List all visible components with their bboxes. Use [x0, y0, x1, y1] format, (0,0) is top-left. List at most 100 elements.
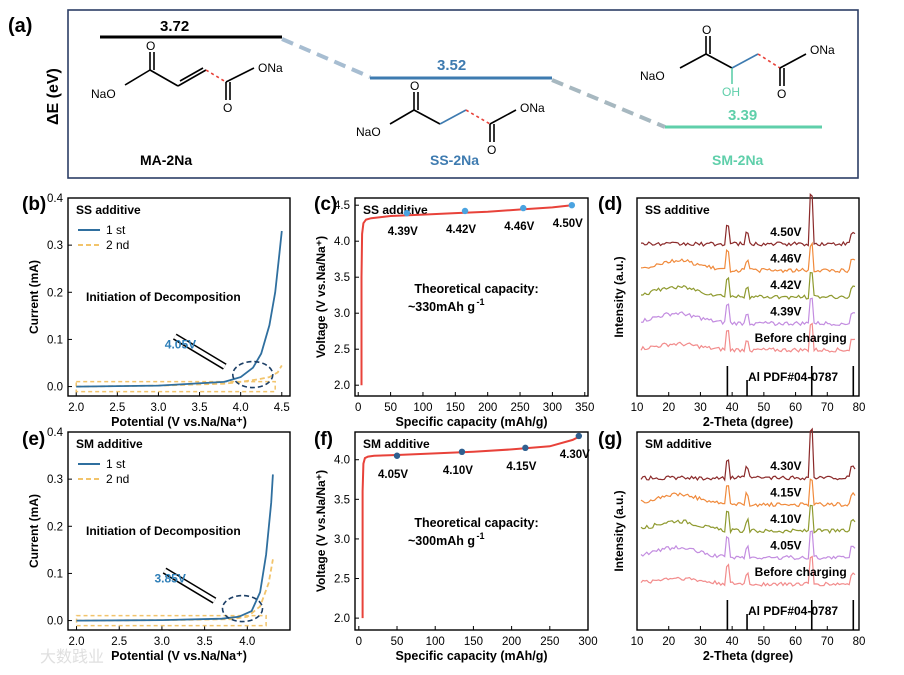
chart-c-ytick-label: 4.0 [334, 236, 350, 248]
ss-o-top: O [410, 79, 419, 93]
chart-e-xlabel: Potential (V vs.Na/Na⁺) [111, 649, 247, 663]
chart-b-frame [67, 197, 291, 397]
chart-c-annotation-2-sup: -1 [477, 297, 485, 307]
level-ss-value: 3.52 [437, 57, 466, 74]
chart-d-xtick-label: 60 [789, 402, 802, 414]
chart-b-xtick-label: 3.0 [150, 402, 166, 414]
chart-c-xtick-label: 350 [575, 402, 594, 414]
chart-e-label: (e) [22, 429, 45, 450]
chart-c-label: (c) [314, 194, 337, 215]
chart-e-xtick-label: 2.5 [111, 636, 127, 648]
chart-d-frame [636, 197, 860, 397]
chart-f-xtick-label: 100 [426, 636, 445, 648]
chart-g-trace-3 [640, 530, 856, 561]
chart-d-trace-4 [640, 322, 856, 353]
chart-c-frame [354, 197, 589, 397]
chart-b-series-1st [76, 230, 283, 388]
chart-b-legend-1st: 1 st [106, 223, 126, 237]
chart-f-annotation-2-sup: -1 [477, 531, 485, 541]
chart-d-trace-label-3: 4.39V [770, 305, 801, 319]
chart-b-legend-2nd: 2 nd [106, 238, 129, 252]
chart-b-ytick-label: 0.3 [47, 240, 63, 252]
chart-b-xtick-label: 2.5 [109, 402, 125, 414]
ma-nao: NaO [91, 87, 116, 101]
chart-b-ytick-label: 0.1 [47, 334, 63, 346]
chart-c-xtick-label: 200 [478, 402, 497, 414]
chart-f-point-label: 4.30V [560, 449, 590, 461]
chart-e-ytick-label: 0.0 [47, 616, 63, 628]
ss-name: SS-2Na [430, 152, 479, 168]
chart-g-xtick-label: 80 [853, 636, 866, 648]
chart-c-xtick-label: 150 [446, 402, 465, 414]
chart-g-xtick-label: 20 [662, 636, 675, 648]
chart-f-frame [354, 431, 589, 631]
chart-c-point-label: 4.50V [553, 218, 583, 230]
chart-g-trace-label-2: 4.10V [770, 512, 801, 526]
ss-o-bottom: O [487, 143, 496, 157]
chart-g-xtick-label: 10 [631, 636, 644, 648]
chart-g-xtick-label: 40 [726, 636, 739, 648]
chart-d-label: (d) [598, 194, 622, 215]
ss-ona: ONa [520, 101, 545, 115]
chart-d-ylabel: Intensity (a.u.) [612, 256, 626, 337]
chart-c-point-label: 4.42V [446, 224, 476, 236]
connector-1 [281, 37, 371, 79]
chart-g-trace-4 [640, 555, 856, 587]
chart-f-ytick-label: 2.0 [334, 613, 350, 625]
chart-e-arrow [163, 568, 216, 603]
charts-layer: (b) Potential (V vs.Na/Na⁺) Current (mA) SS… [22, 193, 865, 663]
chart-f-point-label: 4.15V [506, 461, 536, 473]
chart-c-xtick-label: 300 [543, 402, 562, 414]
chart-g-trace-label-1: 4.15V [770, 486, 801, 500]
chart-e-annotation: Initiation of Decomposition [86, 524, 241, 538]
chart-f-ytick-label: 3.5 [334, 494, 350, 506]
chart-f-ytick-label: 3.0 [334, 534, 350, 546]
chart-d-xtick-label: 40 [726, 402, 739, 414]
chart-c-point [568, 202, 576, 209]
chart-f-annotation-2: ~300mAh g [408, 534, 475, 548]
chart-c-ytick-label: 4.5 [334, 200, 350, 212]
sm-o-top: O [702, 23, 711, 37]
chart-d-xlabel: 2-Theta (dgree) [703, 415, 793, 429]
chart-e-frame [67, 431, 291, 631]
chart-f-xtick-label: 300 [578, 636, 597, 648]
chart-e-ytick-label: 0.2 [47, 521, 63, 533]
chart-c-annotation-2: ~330mAh g [408, 300, 475, 314]
chart-c-ytick-label: 3.0 [334, 308, 350, 320]
chart-g-ref-label: Al PDF#04-0787 [748, 604, 838, 618]
chart-g-xlabel: 2-Theta (dgree) [703, 649, 793, 663]
sm-ona: ONa [810, 43, 835, 57]
panel-a: (a) ΔE (eV) 3.72 3.52 3.39 O NaO ONa O M… [8, 9, 859, 179]
chart-f-xtick-label: 0 [356, 636, 362, 648]
chart-d-trace-2 [641, 271, 856, 301]
chart-f-xtick-label: 150 [464, 636, 483, 648]
chart-e-xtick-label: 4.0 [239, 636, 255, 648]
chart-c-xtick-label: 250 [510, 402, 529, 414]
chart-g-trace-0 [640, 427, 856, 482]
chart-f-xlabel: Specific capacity (mAh/g) [395, 649, 547, 663]
chart-d-trace-0 [641, 193, 856, 247]
ss-nao: NaO [356, 125, 381, 139]
chart-g-trace-label-0: 4.30V [770, 459, 801, 473]
chart-d-trace-1 [640, 241, 856, 274]
chart-g-xtick-label: 70 [821, 636, 834, 648]
chart-f-point [575, 432, 583, 440]
chart-e-series-1st [76, 474, 274, 622]
ma-2na-structure [124, 52, 255, 100]
chart-c-point [461, 207, 469, 215]
chart-f-xtick-label: 50 [391, 636, 404, 648]
chart-e-marker-label: 3.85V [155, 572, 186, 586]
chart-g-ylabel: Intensity (a.u.) [612, 490, 626, 571]
chart-d-xtick-label: 30 [694, 402, 707, 414]
chart-d-xtick-label: 70 [821, 402, 834, 414]
ma-o-top: O [146, 39, 155, 53]
chart-g-trace-label-4: Before charging [755, 565, 847, 579]
chart-b-xlabel: Potential (V vs.Na/Na⁺) [111, 415, 247, 429]
panel-a-ylabel: ΔE (eV) [45, 68, 62, 125]
chart-b-xtick-label: 3.5 [192, 402, 208, 414]
watermark: 大数践业 [40, 648, 104, 666]
chart-g-frame [636, 431, 860, 631]
chart-b-ytick-label: 0.0 [47, 382, 63, 394]
sm-nao: NaO [640, 69, 665, 83]
